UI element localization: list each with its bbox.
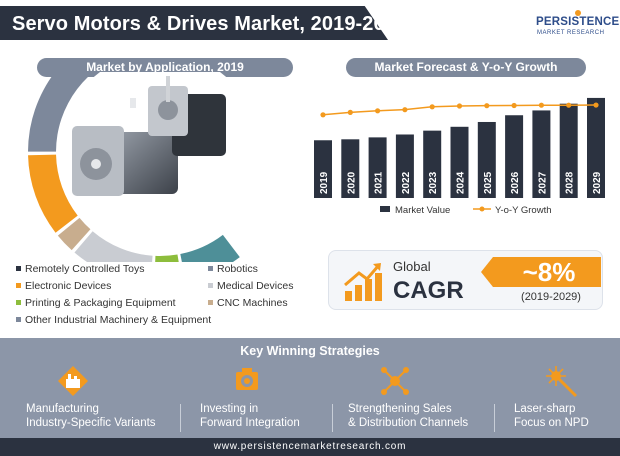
strategy-text: Manufacturing Industry-Specific Variants [26, 403, 156, 429]
strategy-divider [332, 404, 333, 432]
yoy-point-2028 [566, 102, 572, 108]
legend-swatch [208, 299, 213, 305]
application-donut-chart [28, 72, 260, 262]
legend-marker-yoy [479, 206, 485, 212]
legend-item-toys: Remotely Controlled Toys [16, 263, 144, 275]
logo-sub-text: MARKET RESEARCH [537, 30, 605, 36]
yoy-point-2027 [538, 102, 544, 108]
legend-swatch [16, 299, 21, 305]
footer-url: www.persistencemarketresearch.com [0, 438, 620, 456]
yoy-point-2020 [347, 109, 353, 115]
logo: PERSISTENCE MARKET RESEARCH [536, 8, 620, 42]
bar-2029 [587, 97, 605, 198]
bar-2025 [477, 121, 496, 198]
bar-label-2027: 2027 [537, 171, 548, 194]
growth-chart-icon [344, 263, 382, 301]
header: Servo Motors & Drives Market, 2019-2029 … [0, 0, 620, 46]
bar-2022 [395, 134, 414, 198]
legend-item-printing: Printing & Packaging Equipment [16, 297, 176, 309]
laser-icon [546, 366, 578, 398]
cagr-value-badge [481, 257, 601, 287]
cagr-box: Global CAGR ~8% (2019-2029) [328, 250, 603, 310]
bar-label-2023: 2023 [428, 171, 439, 194]
legend-item-electronic: Electronic Devices [16, 280, 111, 292]
legend-label-yoy: Y-o-Y Growth [495, 205, 552, 216]
yoy-point-2025 [484, 103, 490, 109]
strategy-text: Investing in Forward Integration [200, 403, 300, 429]
forecast-section-title: Market Forecast & Y-o-Y Growth [346, 58, 586, 77]
bar-label-2024: 2024 [456, 171, 467, 194]
bar-2024 [450, 126, 469, 198]
cagr-global-label: Global [393, 259, 431, 274]
yoy-point-2019 [320, 112, 326, 118]
bar-label-2025: 2025 [483, 171, 494, 194]
donut-slice-electronic [155, 254, 179, 262]
cagr-label: CAGR [393, 277, 464, 304]
legend-swatch-market-value [380, 206, 390, 212]
yoy-point-2022 [402, 107, 408, 113]
donut-slice-printing [57, 217, 91, 251]
bar-2020 [341, 139, 360, 198]
bar-label-2026: 2026 [510, 171, 521, 194]
yoy-point-2024 [456, 103, 463, 109]
legend-swatch [16, 282, 21, 288]
legend-item-cnc: CNC Machines [208, 297, 288, 309]
legend-swatch [208, 282, 213, 288]
donut-slice-robotics [180, 234, 240, 262]
yoy-point-2023 [429, 104, 435, 110]
strategy-text: Strengthening Sales & Distribution Chann… [348, 403, 469, 429]
network-icon [381, 367, 409, 395]
logo-main-text: PERSISTENCE [536, 16, 620, 28]
bar-label-2019: 2019 [319, 171, 330, 194]
bar-2021 [368, 137, 387, 198]
legend-item-medical: Medical Devices [208, 280, 293, 292]
cagr-period: (2019-2029) [521, 291, 581, 303]
yoy-point-2026 [511, 102, 517, 109]
strategy-text: Laser-sharp Focus on NPD [514, 403, 589, 429]
yoy-point-2021 [375, 108, 381, 114]
title-bar [0, 6, 388, 40]
strategy-divider [180, 404, 181, 432]
strategies-title: Key Winning Strategies [240, 344, 380, 358]
bar-label-2022: 2022 [401, 171, 412, 194]
servo-motor-image [72, 76, 226, 196]
forecast-bar-chart: 2019 2020 2021 2022 2023 2024 2025 2026 2027 2028… [314, 97, 605, 216]
bar-2026 [505, 115, 524, 198]
legend-swatch [16, 316, 21, 322]
donut-slice-cnc [28, 154, 78, 233]
bar-2019 [314, 140, 332, 198]
legend-item-robotics: Robotics [208, 263, 258, 275]
donut-slice-medical [74, 231, 153, 262]
cagr-value: ~8% [522, 257, 576, 287]
bar-label-2028: 2028 [565, 171, 576, 194]
legend-swatch [16, 265, 21, 271]
factory-icon [58, 366, 88, 396]
legend-swatch [208, 265, 213, 271]
donut-slice-other [28, 72, 94, 152]
logo-dot-icon [575, 10, 581, 16]
strategy-divider [494, 404, 495, 432]
bar-2023 [423, 130, 442, 198]
bar-2028 [559, 103, 578, 198]
bar-label-2029: 2029 [592, 171, 603, 194]
bar-2027 [532, 110, 551, 198]
bar-label-2020: 2020 [346, 171, 357, 194]
strategies-section: Key Winning Strategies Manufacturing Ind… [0, 338, 620, 438]
bar-label-2021: 2021 [374, 171, 385, 194]
legend-item-other: Other Industrial Machinery & Equipment [16, 314, 211, 326]
yoy-point-2029 [593, 102, 599, 108]
gear-camera-icon [236, 368, 258, 390]
page-title: Servo Motors & Drives Market, 2019-2029 [12, 13, 408, 35]
legend-label-market-value: Market Value [395, 205, 450, 216]
